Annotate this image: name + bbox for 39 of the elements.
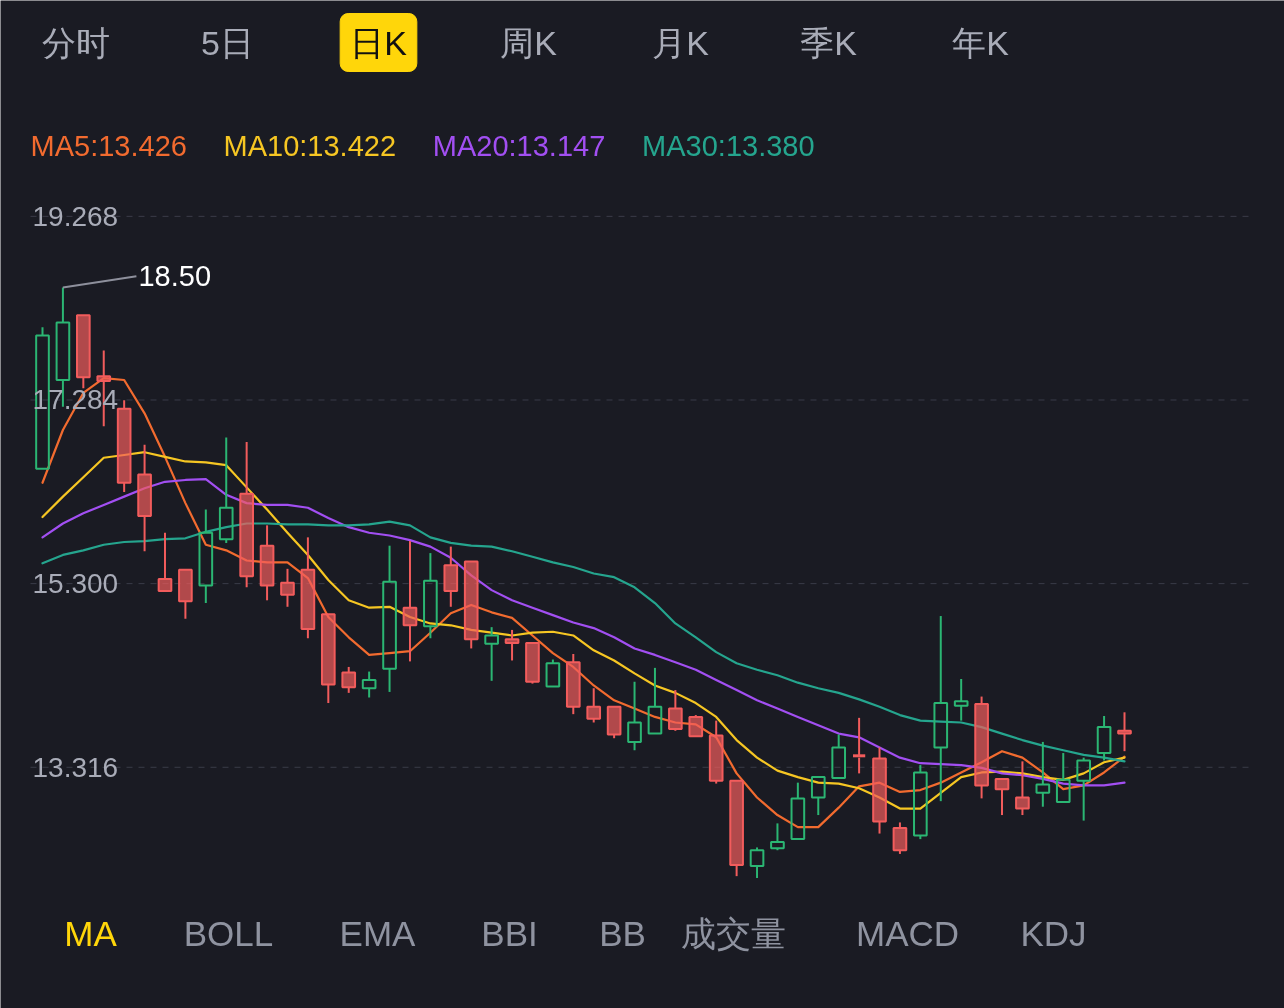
candlestick — [423, 552, 438, 640]
candlestick — [239, 441, 254, 589]
candlestick — [1035, 740, 1051, 808]
annotation: 月K — [652, 23, 710, 62]
annotation: 成交量 — [681, 914, 786, 953]
text: MA20:13.147 — [432, 129, 606, 162]
text: MA5:13.426 — [30, 129, 187, 162]
candlestick — [402, 540, 418, 663]
annotation: BB — [599, 914, 646, 953]
annotation: 季K — [800, 23, 858, 62]
y-tick-label: 19.268 — [32, 200, 119, 232]
candlestick — [137, 443, 152, 553]
candlestick — [953, 677, 969, 722]
annotation: 日K — [350, 23, 408, 62]
annotation: 分时 — [41, 23, 110, 62]
candlestick — [852, 716, 867, 775]
candlestick — [259, 524, 275, 602]
candlestick — [341, 665, 357, 694]
annotation: 5日 — [201, 23, 254, 62]
annotation: EMA — [339, 914, 417, 953]
annotation: KDJ — [1020, 914, 1087, 953]
annotation: MA — [64, 914, 118, 953]
candlestick — [1117, 711, 1132, 753]
text: MA10:13.422 — [223, 129, 397, 162]
candlestick — [443, 545, 459, 608]
text: MA30:13.380 — [642, 129, 815, 162]
annotation: 周K — [500, 23, 558, 62]
candlestick — [382, 544, 397, 693]
annotation: 年K — [952, 23, 1010, 62]
annotation: BOLL — [183, 914, 274, 953]
annotation: BBI — [481, 914, 538, 953]
candlestick — [198, 508, 214, 605]
candlestick — [872, 746, 887, 835]
candlestick — [280, 567, 295, 608]
y-tick-label: 13.316 — [32, 751, 119, 783]
y-tick-label: 15.300 — [32, 568, 119, 600]
annotation: 18.50 — [138, 260, 212, 293]
annotation: MACD — [855, 914, 960, 953]
candlestick — [933, 615, 949, 803]
